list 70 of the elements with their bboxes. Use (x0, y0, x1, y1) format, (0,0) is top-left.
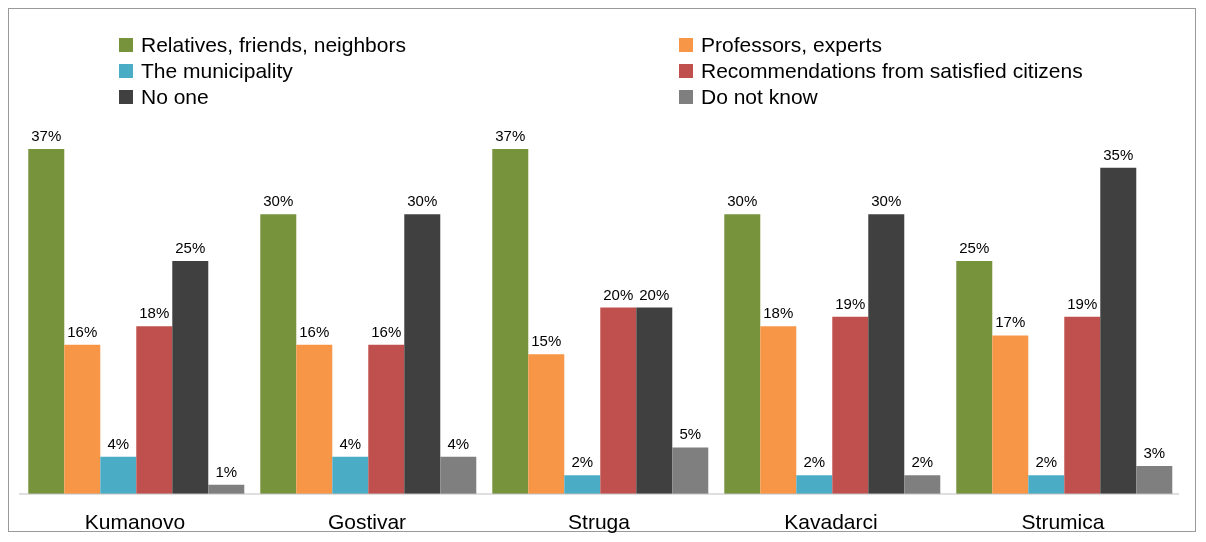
data-label: 20% (639, 285, 670, 303)
data-label: 30% (727, 192, 758, 210)
data-label: 1% (215, 462, 238, 480)
data-label: 4% (447, 434, 470, 452)
data-label: 30% (263, 192, 294, 210)
data-label: 37% (31, 127, 62, 144)
legend-label: Professors, experts (701, 33, 882, 57)
legend-label: No one (141, 85, 209, 109)
legend-label: Do not know (701, 85, 818, 109)
x-tick-label: Kumanovo (84, 509, 186, 533)
data-label: 18% (763, 304, 794, 322)
data-label: 30% (871, 192, 902, 210)
bar (404, 214, 441, 494)
data-label: 35% (1103, 145, 1134, 163)
data-label: 17% (995, 313, 1026, 331)
data-label: 4% (339, 434, 362, 452)
x-tick-label: Gostivar (327, 509, 407, 533)
data-label: 15% (531, 332, 562, 350)
legend-label: The municipality (141, 59, 293, 83)
legend-label: Recommendations from satisfied citizens (701, 59, 1083, 83)
bar (172, 260, 209, 494)
bar (832, 316, 869, 494)
bar (1100, 167, 1137, 494)
data-label: 2% (571, 453, 594, 471)
bar (992, 335, 1029, 494)
data-label: 19% (1067, 294, 1098, 312)
bar (332, 456, 369, 494)
data-label: 4% (107, 434, 130, 452)
data-label: 2% (911, 453, 934, 471)
bar (760, 326, 797, 494)
bar (368, 344, 405, 494)
bar (1028, 475, 1065, 494)
bar (1136, 466, 1173, 494)
bar (260, 214, 297, 494)
data-label: 25% (959, 238, 990, 256)
data-label: 5% (679, 425, 702, 443)
bar (564, 475, 601, 494)
data-label: 20% (603, 285, 634, 303)
bar (672, 447, 709, 494)
bar (296, 344, 333, 494)
bar (724, 214, 761, 494)
data-label: 3% (1143, 444, 1166, 462)
bar (868, 214, 905, 494)
bar (440, 456, 477, 494)
x-tick-label: Strumica (1021, 509, 1105, 533)
bar (956, 260, 993, 494)
bar (28, 149, 65, 494)
legend-label: Relatives, friends, neighbors (141, 33, 406, 57)
bar (64, 344, 101, 494)
bar (796, 475, 833, 494)
bar (528, 354, 565, 494)
data-label: 16% (67, 322, 98, 340)
bar (904, 475, 941, 494)
data-label: 19% (835, 294, 866, 312)
data-label: 16% (371, 322, 402, 340)
x-tick-label: Kavadarci (784, 509, 878, 533)
data-label: 2% (803, 453, 826, 471)
bar (1064, 316, 1101, 494)
bar (600, 307, 637, 494)
bar (136, 326, 173, 494)
data-label: 2% (1035, 453, 1058, 471)
data-label: 16% (299, 322, 330, 340)
data-label: 30% (407, 192, 438, 210)
x-tick-label: Struga (568, 509, 631, 533)
bar (636, 307, 673, 494)
bar (492, 149, 529, 494)
data-label: 37% (495, 127, 526, 144)
data-label: 18% (139, 304, 170, 322)
bar (100, 456, 137, 494)
data-label: 25% (175, 238, 206, 256)
